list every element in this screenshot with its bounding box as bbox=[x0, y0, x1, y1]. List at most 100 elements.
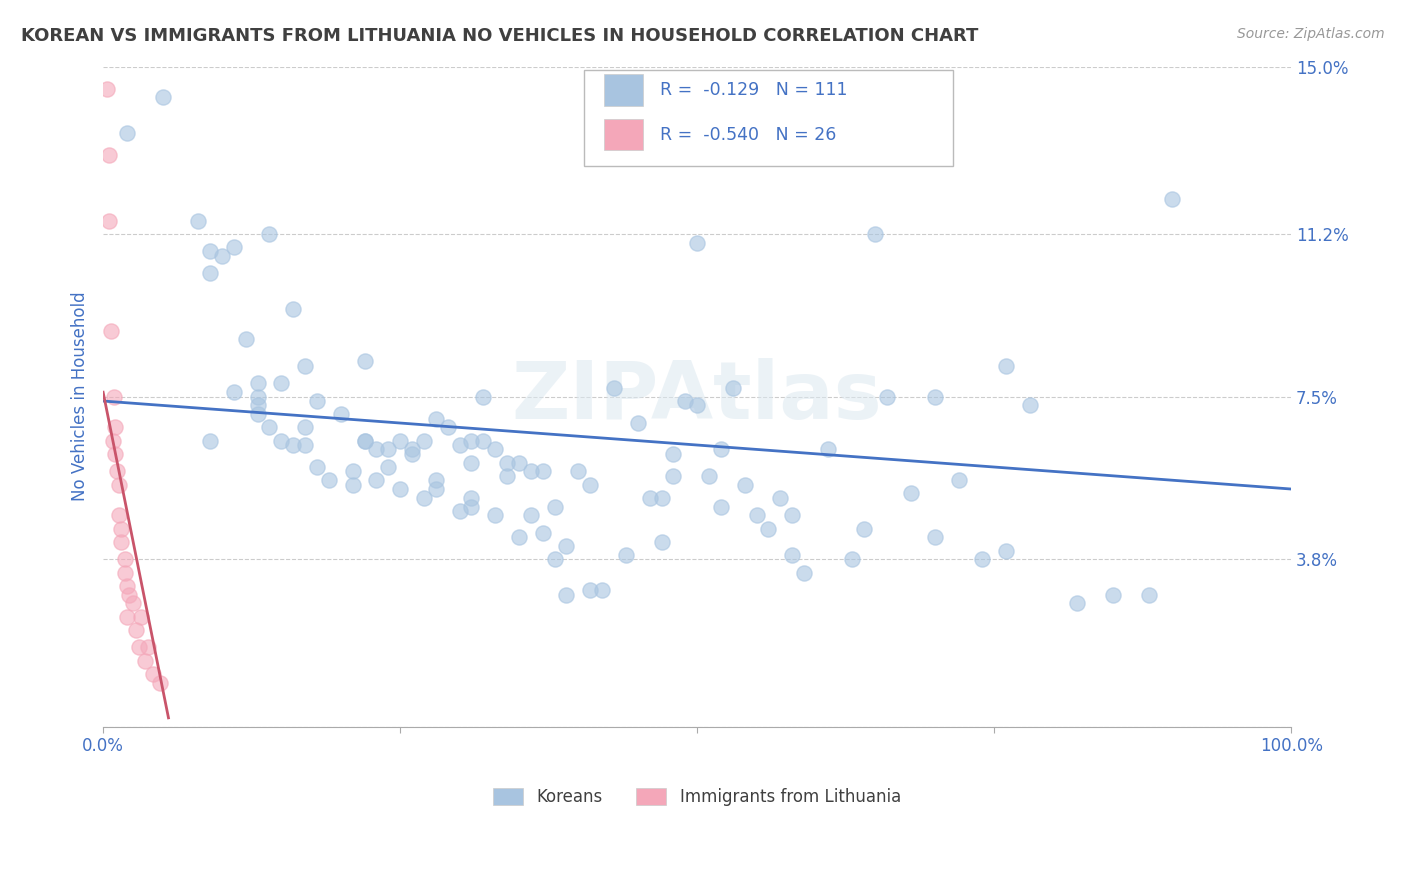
Point bbox=[531, 465, 554, 479]
Point bbox=[543, 500, 565, 514]
Point bbox=[246, 376, 269, 391]
Point bbox=[128, 640, 150, 655]
Point bbox=[121, 597, 143, 611]
FancyBboxPatch shape bbox=[585, 70, 953, 166]
Point bbox=[734, 477, 756, 491]
Point bbox=[697, 468, 720, 483]
Point bbox=[780, 548, 803, 562]
Point bbox=[129, 609, 152, 624]
Point bbox=[259, 420, 281, 434]
Point bbox=[1066, 597, 1088, 611]
Point bbox=[758, 522, 780, 536]
Point bbox=[246, 390, 269, 404]
Point bbox=[425, 411, 447, 425]
Point bbox=[342, 477, 364, 491]
Point bbox=[780, 508, 803, 523]
Point bbox=[579, 477, 602, 491]
FancyBboxPatch shape bbox=[605, 119, 643, 151]
Point bbox=[283, 438, 305, 452]
Point bbox=[508, 456, 530, 470]
Point bbox=[995, 359, 1018, 373]
Point bbox=[96, 81, 118, 95]
Point bbox=[531, 526, 554, 541]
Text: Source: ZipAtlas.com: Source: ZipAtlas.com bbox=[1237, 27, 1385, 41]
Point bbox=[662, 468, 685, 483]
Point bbox=[198, 244, 221, 259]
Point bbox=[118, 588, 141, 602]
Point bbox=[149, 675, 172, 690]
Legend: Koreans, Immigrants from Lithuania: Koreans, Immigrants from Lithuania bbox=[486, 781, 908, 813]
Point bbox=[817, 442, 839, 457]
Point bbox=[425, 482, 447, 496]
Point bbox=[211, 249, 233, 263]
Point bbox=[508, 531, 530, 545]
Point bbox=[425, 473, 447, 487]
Point bbox=[107, 508, 129, 523]
Point bbox=[353, 434, 375, 448]
Point bbox=[270, 376, 292, 391]
Point bbox=[389, 434, 412, 448]
Point bbox=[294, 438, 316, 452]
Point bbox=[104, 420, 127, 434]
Point bbox=[603, 381, 626, 395]
Point bbox=[555, 539, 578, 553]
Point bbox=[484, 508, 506, 523]
Point bbox=[98, 147, 121, 161]
Point bbox=[110, 522, 132, 536]
Point bbox=[100, 324, 122, 338]
Point bbox=[662, 447, 685, 461]
Point bbox=[104, 447, 127, 461]
Point bbox=[972, 552, 994, 566]
Point bbox=[745, 508, 768, 523]
Point bbox=[627, 416, 650, 430]
Point bbox=[900, 486, 922, 500]
Point bbox=[114, 552, 136, 566]
Point bbox=[841, 552, 863, 566]
Point bbox=[472, 390, 495, 404]
Point bbox=[543, 552, 565, 566]
Point bbox=[769, 491, 792, 505]
Point bbox=[413, 491, 436, 505]
Point bbox=[496, 456, 519, 470]
Point bbox=[152, 90, 174, 104]
Point bbox=[686, 399, 709, 413]
Point bbox=[101, 434, 124, 448]
Point bbox=[555, 588, 578, 602]
Point bbox=[924, 390, 946, 404]
Point bbox=[246, 399, 269, 413]
Point bbox=[114, 566, 136, 580]
Point bbox=[1102, 588, 1125, 602]
Point bbox=[651, 491, 673, 505]
Point bbox=[496, 468, 519, 483]
Point bbox=[484, 442, 506, 457]
Point bbox=[110, 534, 132, 549]
Point bbox=[567, 465, 589, 479]
Point bbox=[460, 456, 482, 470]
Point bbox=[710, 500, 733, 514]
Point bbox=[377, 442, 399, 457]
Point bbox=[115, 609, 138, 624]
Point bbox=[793, 566, 815, 580]
Point bbox=[115, 126, 138, 140]
Point bbox=[1161, 192, 1184, 206]
Point bbox=[294, 420, 316, 434]
Y-axis label: No Vehicles in Household: No Vehicles in Household bbox=[72, 292, 89, 501]
Point bbox=[651, 534, 673, 549]
Point bbox=[366, 473, 388, 487]
FancyBboxPatch shape bbox=[605, 74, 643, 106]
Point bbox=[948, 473, 970, 487]
Point bbox=[460, 491, 482, 505]
Point bbox=[115, 579, 138, 593]
Point bbox=[614, 548, 637, 562]
Point bbox=[436, 420, 458, 434]
Point bbox=[366, 442, 388, 457]
Point bbox=[187, 213, 209, 227]
Point bbox=[1018, 399, 1040, 413]
Text: KOREAN VS IMMIGRANTS FROM LITHUANIA NO VEHICLES IN HOUSEHOLD CORRELATION CHART: KOREAN VS IMMIGRANTS FROM LITHUANIA NO V… bbox=[21, 27, 979, 45]
Point bbox=[270, 434, 292, 448]
Point bbox=[136, 640, 159, 655]
Point bbox=[460, 500, 482, 514]
Point bbox=[134, 654, 156, 668]
Point bbox=[876, 390, 898, 404]
Point bbox=[305, 460, 328, 475]
